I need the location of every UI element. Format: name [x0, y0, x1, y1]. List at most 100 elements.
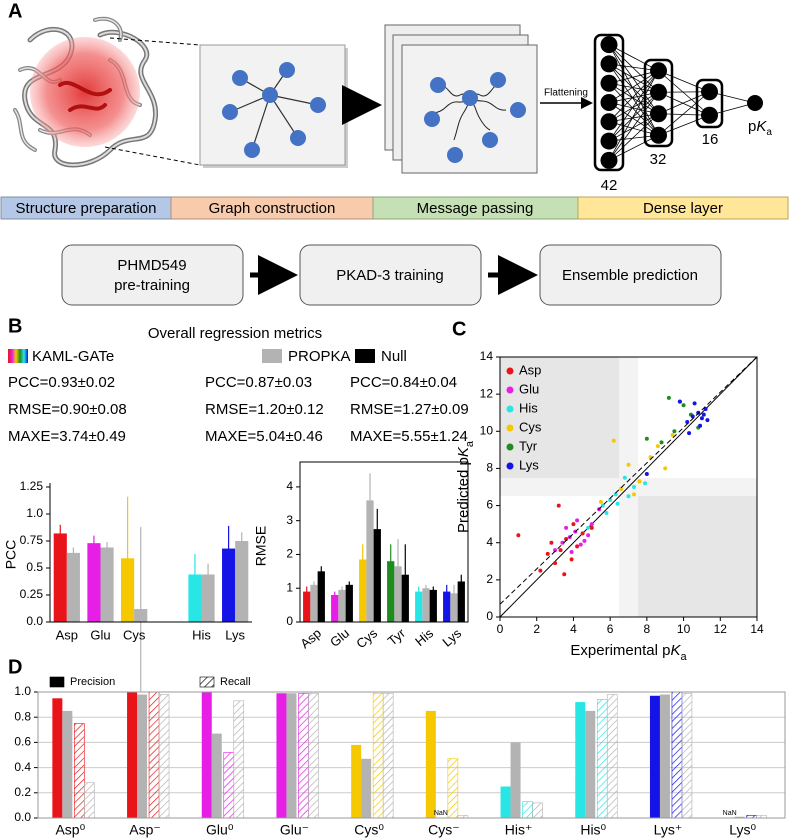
connection: [608, 70, 659, 161]
point: [613, 492, 618, 497]
zoom-line: [109, 37, 201, 46]
graph: [199, 44, 348, 168]
y-tick-label: 0.0: [26, 614, 43, 628]
metric: RMSE=0.90±0.08: [8, 401, 127, 418]
metrics-title: Overall regression metrics: [148, 325, 322, 342]
point: [575, 518, 580, 523]
output-label: pKa: [748, 118, 772, 138]
bar: [62, 710, 73, 818]
point: [516, 533, 521, 538]
x-tick-label: 10: [677, 622, 691, 636]
metric: PCC=0.93±0.02: [8, 374, 115, 391]
bar: [338, 589, 346, 622]
point: [692, 401, 697, 406]
point: [580, 531, 585, 536]
connection: [608, 113, 659, 142]
stage-label: Dense layer: [643, 200, 723, 217]
x-tick-label: 14: [750, 622, 764, 636]
point: [644, 436, 649, 441]
point: [562, 572, 567, 577]
point: [687, 431, 692, 436]
x-tick-label: His: [192, 627, 211, 642]
axis-label-part: K: [455, 446, 472, 457]
bar: [223, 752, 235, 819]
workflow-label: pre-training: [114, 277, 190, 294]
connection: [608, 70, 659, 142]
stage-bar: [0, 196, 789, 220]
point: [564, 525, 569, 530]
point: [556, 503, 561, 508]
connection: [608, 82, 659, 115]
x-tick-label: Asp: [56, 627, 78, 642]
x-tick-label: 4: [570, 622, 577, 636]
bar: [382, 692, 394, 819]
point: [703, 407, 708, 411]
bar: [276, 693, 287, 818]
bar: [53, 533, 67, 622]
bar: [606, 694, 618, 819]
x-tick-label: Glu⁰: [206, 822, 234, 838]
bar: [500, 786, 511, 818]
connection: [608, 82, 659, 136]
point: [626, 494, 631, 499]
legend-label: Asp: [519, 362, 541, 377]
neuron: [600, 36, 618, 54]
neuron: [600, 132, 618, 150]
workflow-label: PHMD549: [117, 257, 186, 274]
point: [677, 399, 682, 404]
neuron: [701, 106, 718, 124]
x-tick-label: Asp⁻: [129, 822, 161, 838]
legend-label: Glu: [519, 381, 539, 396]
bar: [649, 695, 660, 818]
bar: [235, 541, 249, 622]
legend-label: KAML-GATe: [32, 348, 114, 365]
frame: [37, 691, 786, 819]
point: [538, 568, 543, 573]
connection: [658, 91, 710, 115]
legend-label: Recall: [220, 676, 251, 688]
x-tick-label: Lys⁺: [654, 822, 683, 838]
bar: [148, 691, 160, 819]
metric: MAXE=3.74±0.49: [8, 428, 126, 445]
bar: [734, 816, 745, 818]
bar: [450, 593, 458, 622]
x-tick-label: His⁰: [580, 822, 606, 838]
bar: [443, 591, 451, 622]
bar: [52, 698, 63, 818]
y-tick-label: 10: [480, 423, 494, 437]
workflow-box: [61, 244, 244, 306]
bar: [84, 782, 95, 819]
y-tick-label: 4: [486, 535, 493, 549]
workflow-box: [299, 244, 482, 306]
neuron: [600, 113, 618, 131]
connection: [608, 121, 659, 136]
workflow-box: [539, 244, 722, 306]
panel-label: B: [8, 315, 22, 337]
legend-label: PROPKA: [288, 348, 351, 365]
x-tick-label: 12: [714, 622, 728, 636]
x-tick-label: 2: [533, 622, 540, 636]
legend-label: Null: [381, 348, 407, 365]
point: [578, 542, 583, 547]
legend-label: Tyr: [519, 438, 538, 453]
y-tick-label: 1.25: [20, 479, 44, 493]
zoom-line: [104, 146, 201, 166]
y-tick-label: 0.2: [14, 785, 31, 799]
bar: [387, 561, 395, 622]
x-tick-label: Asp: [297, 625, 324, 651]
value-label: NaN: [434, 810, 448, 817]
metric: MAXE=5.04±0.46: [205, 428, 323, 445]
bar: [298, 692, 309, 819]
point: [615, 501, 620, 506]
connection: [608, 113, 659, 161]
x-tick-label: Cys⁰: [354, 822, 384, 838]
bar: [158, 694, 170, 819]
point: [622, 475, 627, 480]
bar: [308, 692, 319, 819]
point: [553, 561, 558, 566]
point: [672, 429, 677, 434]
layer-box: [593, 33, 625, 172]
stage-label: Message passing: [417, 200, 534, 217]
connection: [608, 70, 659, 123]
protein: [13, 16, 159, 168]
